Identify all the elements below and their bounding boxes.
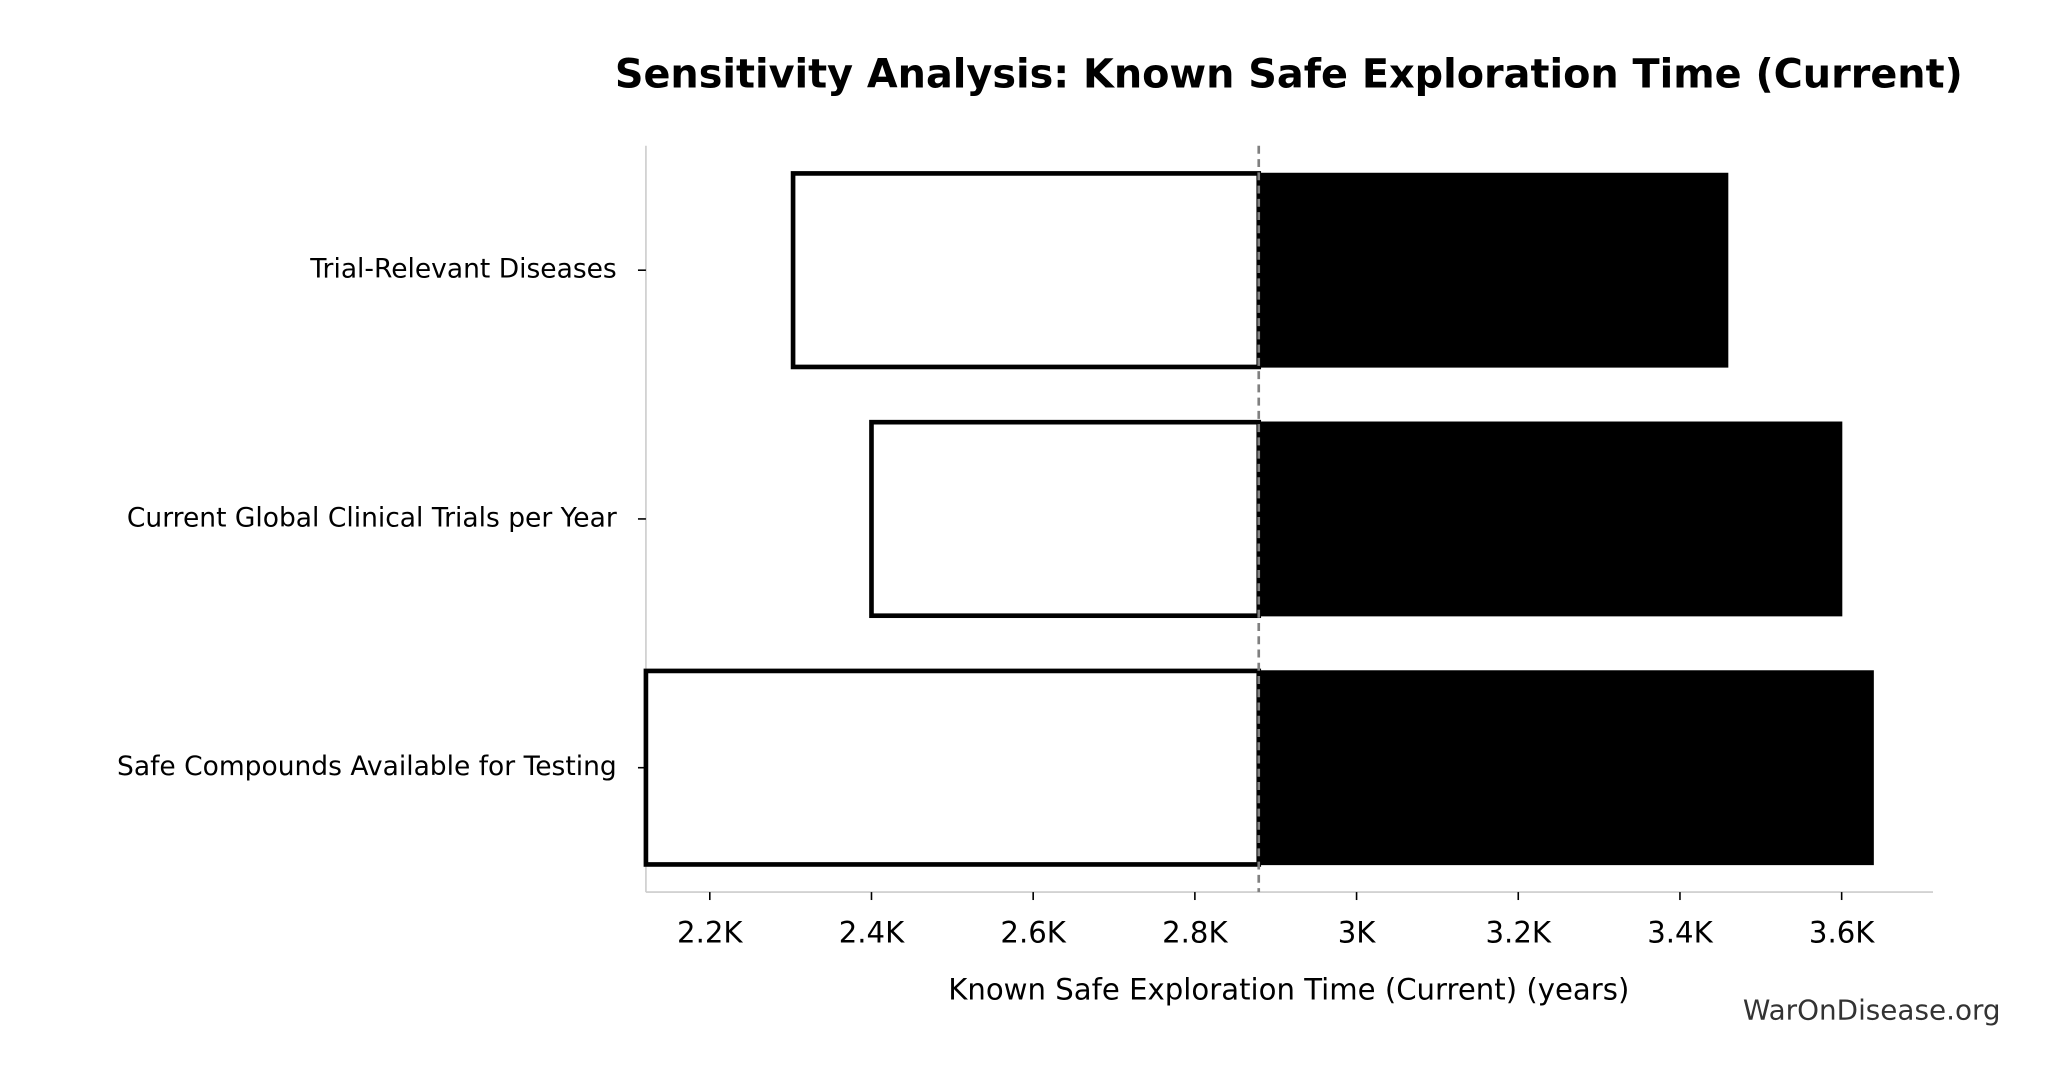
x-tick-label: 2.6K (1000, 915, 1066, 949)
x-axis-label: Known Safe Exploration Time (Current) (y… (948, 972, 1629, 1006)
high-bar (1258, 421, 1843, 617)
high-bar (1258, 172, 1729, 368)
x-tick-label: 3.2K (1486, 915, 1552, 949)
high-bar (1258, 670, 1874, 866)
y-tick-label: Current Global Clinical Trials per Year (127, 502, 617, 533)
x-tick-label: 2.8K (1162, 915, 1228, 949)
low-bar (869, 419, 1262, 619)
low-bar (790, 171, 1262, 370)
x-tick-label: 3.6K (1809, 915, 1875, 949)
y-tick-label: Safe Compounds Available for Testing (117, 751, 617, 782)
x-tick-label: 2.4K (839, 915, 905, 949)
x-tick-label: 3.4K (1647, 915, 1713, 949)
y-tick-label: Trial-Relevant Diseases (309, 254, 616, 285)
x-tick-label: 2.2K (677, 915, 743, 949)
x-tick-label: 3K (1338, 915, 1377, 949)
watermark: WarOnDisease.org (1743, 993, 2001, 1026)
chart-title: Sensitivity Analysis: Known Safe Explora… (615, 51, 1963, 97)
low-bar (643, 668, 1262, 867)
